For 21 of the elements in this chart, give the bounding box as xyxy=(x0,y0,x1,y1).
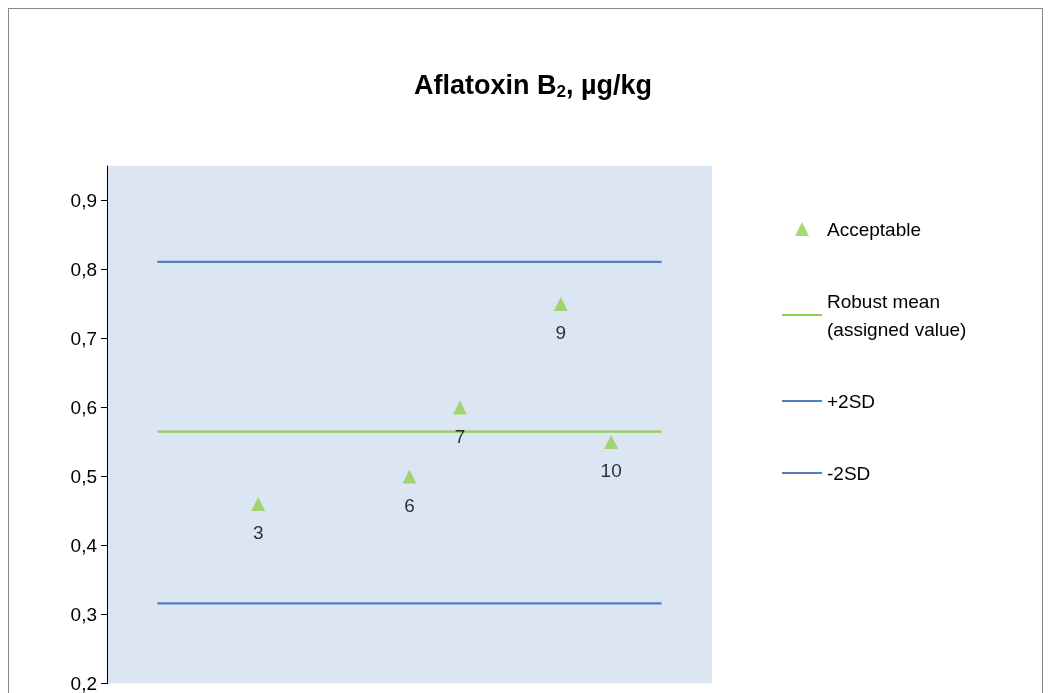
y-tick-label: 0,7 xyxy=(70,328,97,349)
annotation: 9 xyxy=(555,322,567,343)
y-tick-label: 0,6 xyxy=(70,397,97,418)
point xyxy=(452,400,467,415)
legend-label: Acceptable xyxy=(827,218,922,240)
point xyxy=(604,435,619,449)
point xyxy=(251,497,266,512)
annotation: 3 xyxy=(252,522,264,544)
y-tick-label: 0,3 xyxy=(70,604,97,625)
legend-label: Robust mean (assigned value) xyxy=(827,290,967,340)
y-tick-label: 0,2 xyxy=(70,673,97,693)
point xyxy=(553,297,568,311)
point xyxy=(402,469,417,484)
y-tick-label: 0,4 xyxy=(70,535,98,556)
annotation: 10 xyxy=(600,460,622,481)
y-tick-label: 0,5 xyxy=(70,466,97,487)
legend-label: +2SD xyxy=(827,390,876,412)
legend-label: -2SD xyxy=(827,462,871,484)
y-tick-label: 0,8 xyxy=(70,259,97,280)
y-tick-label: 0,9 xyxy=(70,190,97,211)
annotation: 6 xyxy=(404,494,415,516)
